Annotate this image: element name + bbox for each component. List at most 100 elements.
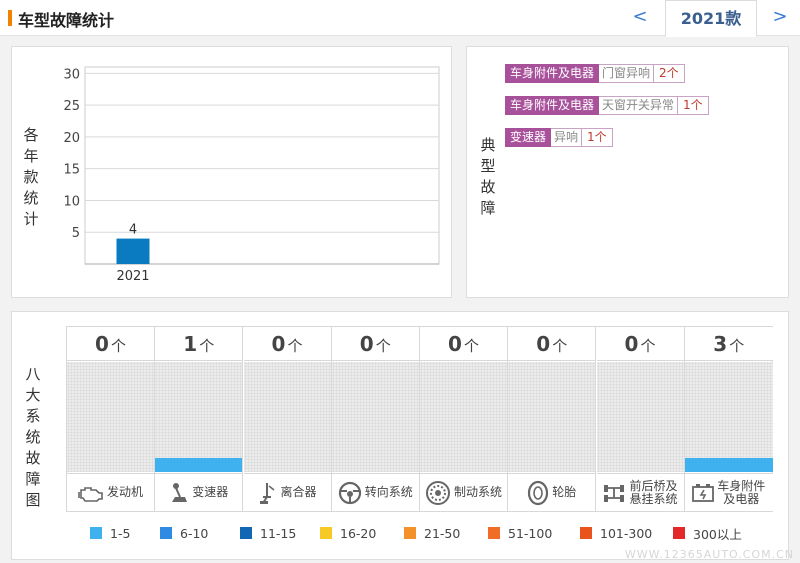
count-number: 0: [271, 332, 286, 356]
label-char: 典: [480, 136, 496, 154]
page-title: 车型故障统计: [18, 11, 115, 30]
legend-item: 51-100: [488, 523, 580, 543]
yearly-bar-chart: 5 10 15 20 25 30 4 2021: [63, 66, 440, 284]
legend-item: 11-15: [240, 523, 320, 543]
heat-area: [508, 362, 596, 472]
count-unit: 个: [199, 337, 215, 355]
y-tick-label: 20: [63, 131, 80, 146]
heat-area: [155, 362, 243, 472]
legend-label: 1-5: [110, 525, 131, 541]
legend-swatch: [580, 527, 592, 539]
fault-category: 车身附件及电器: [505, 64, 600, 83]
system-name: 转向系统: [331, 473, 419, 511]
heat-area: [331, 362, 419, 472]
typical-faults-label: 典型故障: [479, 135, 497, 219]
system-name: 轮胎: [508, 473, 596, 511]
label-char: 图: [25, 491, 41, 509]
label-char: 年: [23, 147, 39, 165]
system-label: 发动机: [107, 486, 143, 499]
count-number: 0: [95, 332, 109, 356]
legend-item: 101-300: [580, 523, 673, 543]
fault-item[interactable]: 变速器 异响 1个: [505, 128, 613, 147]
label-char: 大: [25, 386, 41, 404]
heat-fill: [155, 458, 243, 472]
legend-label: 11-15: [260, 525, 297, 541]
prev-arrow-button[interactable]: <: [632, 6, 648, 27]
system-column[interactable]: 0 个轮胎: [508, 327, 597, 511]
count-number: 0: [624, 332, 639, 356]
system-label-line1: 转向系统: [364, 485, 413, 499]
yearly-stats-label: 各年款统计: [22, 125, 40, 230]
fault-count: 2个: [654, 64, 685, 83]
legend-item: 300以上: [673, 523, 753, 543]
axle-icon: [602, 482, 629, 504]
system-label-line1: 制动系统: [453, 485, 502, 499]
system-name: 发动机: [67, 473, 154, 511]
legend-item: 6-10: [160, 523, 240, 543]
fault-description: 天窗开关异常: [599, 96, 679, 115]
system-label-line2: 悬挂系统: [629, 491, 678, 506]
heat-area: [684, 362, 773, 472]
legend-swatch: [320, 527, 332, 539]
system-column[interactable]: 0 个转向系统: [331, 327, 420, 511]
count-number: 0: [536, 332, 551, 356]
y-tick-label: 5: [72, 226, 80, 241]
system-name: 车身附件 及电器: [684, 473, 773, 511]
system-column[interactable]: 0 个制动系统: [420, 327, 508, 511]
y-tick-label: 10: [63, 194, 80, 209]
system-column[interactable]: 0 个离合器: [243, 327, 332, 511]
next-arrow-button[interactable]: >: [772, 6, 788, 27]
system-label-line1: 离合器: [280, 485, 317, 499]
system-column[interactable]: 0 个发动机: [67, 327, 155, 511]
engine-icon: [78, 484, 107, 502]
legend-swatch: [160, 527, 172, 539]
tab-model-year[interactable]: 2021款: [665, 0, 757, 37]
system-label-line1: 前后桥及: [629, 478, 678, 493]
steering-wheel-icon: [338, 481, 365, 505]
system-label-line1: 轮胎: [552, 485, 577, 499]
legend-label: 21-50: [424, 525, 461, 541]
heat-fill: [684, 458, 773, 472]
legend-label: 6-10: [180, 525, 209, 541]
system-column[interactable]: 0 个前后桥及 悬挂系统: [596, 327, 685, 511]
bar: [116, 238, 150, 264]
systems-grid: 0 个发动机 1 个变速器 0 个离合器 0 个转向系统 0 个制动系统 0 个轮胎 0 个前后桥及 悬挂系…: [66, 326, 773, 512]
fault-item[interactable]: 车身附件及电器 门窗异响 2个: [505, 64, 685, 83]
title-accent-bar: [8, 10, 12, 26]
count-unit: 个: [110, 337, 126, 355]
count-unit: 个: [640, 337, 656, 355]
bar-value-label: 4: [129, 223, 137, 238]
count-unit: 个: [375, 337, 391, 355]
label-char: 障: [25, 470, 41, 488]
legend-item: 21-50: [404, 523, 488, 543]
x-tick-label: 2021: [116, 269, 149, 284]
system-column[interactable]: 1 个变速器: [155, 327, 244, 511]
label-char: 款: [23, 168, 39, 186]
system-label: 变速器: [192, 486, 228, 499]
label-char: 各: [23, 126, 39, 144]
system-label: 离合器: [280, 486, 316, 499]
legend-swatch: [404, 527, 416, 539]
legend-item: 1-5: [90, 523, 160, 543]
typical-faults-panel: 典型故障 车身附件及电器 门窗异响 2个 车身附件及电器 天窗开关异常 1个 变速器 异响 1个: [466, 46, 789, 298]
severity-legend: 1-5 6-10 11-15 16-20 21-50 51-100 101-300 300以上: [90, 523, 753, 543]
fault-count: 1个: [678, 96, 709, 115]
fault-item[interactable]: 车身附件及电器 天窗开关异常 1个: [505, 96, 709, 115]
y-tick-label: 30: [63, 67, 80, 82]
count-unit: 个: [729, 337, 745, 355]
tire-icon: [527, 480, 552, 506]
fault-description: 门窗异响: [599, 64, 655, 83]
brake-disc-icon: [425, 480, 454, 506]
battery-icon: [692, 483, 717, 502]
system-column[interactable]: 3 个车身附件 及电器: [684, 327, 773, 511]
label-char: 型: [480, 157, 496, 175]
system-name: 变速器: [155, 473, 243, 511]
label-char: 统: [25, 428, 41, 446]
system-label-line1: 变速器: [192, 485, 229, 499]
legend-swatch: [90, 527, 102, 539]
